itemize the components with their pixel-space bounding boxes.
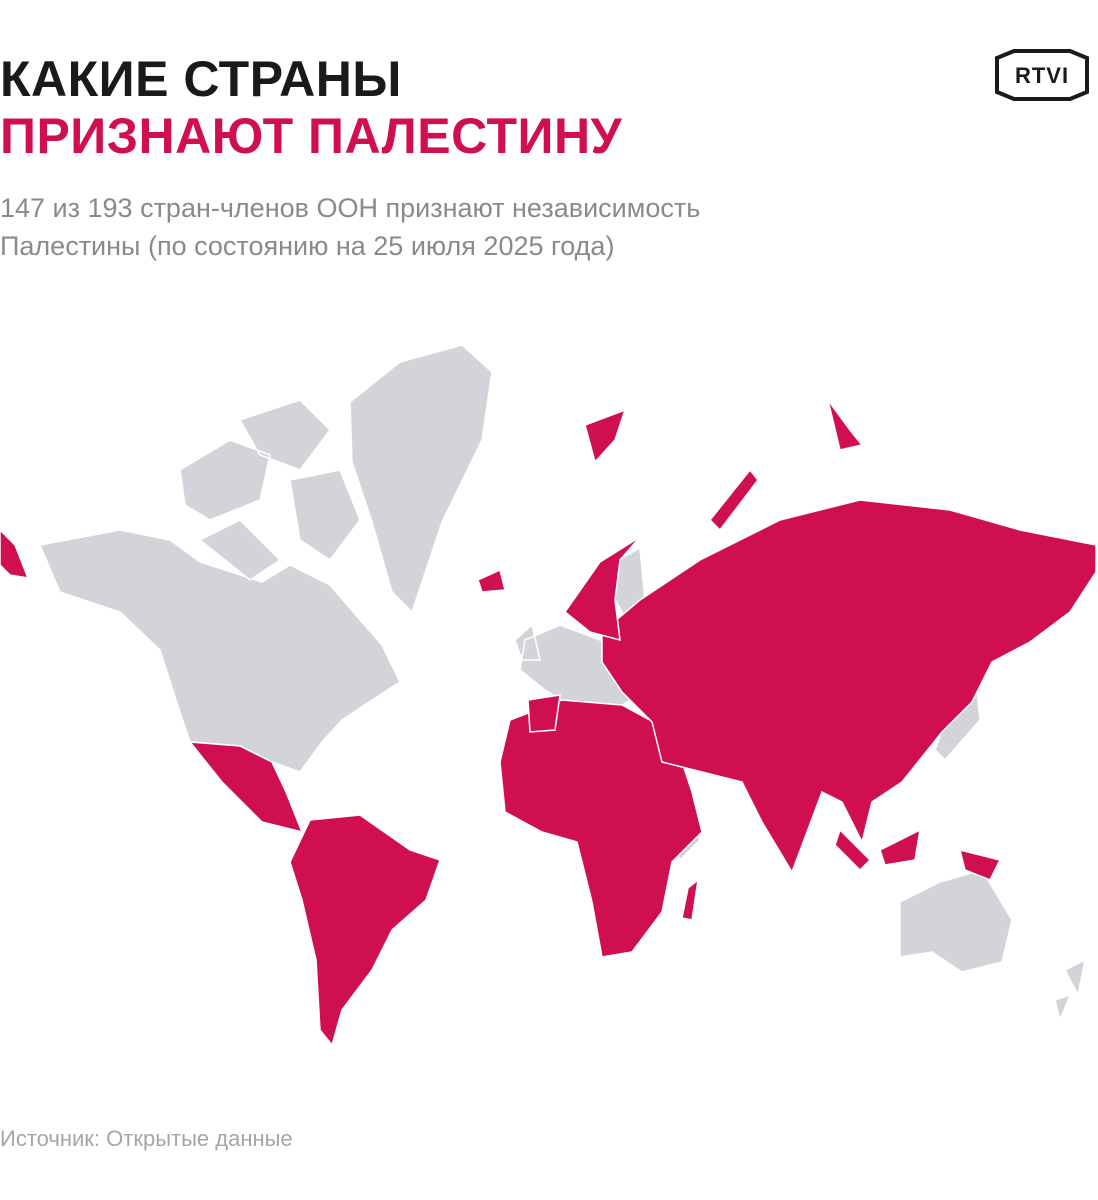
source-note: Источник: Открытые данные (0, 1126, 293, 1151)
africa (499, 699, 703, 958)
svalbard-novaya-zemlya (584, 399, 864, 532)
subtitle-line-1: 147 из 193 стран-членов ООН признают нез… (0, 193, 701, 223)
arctic-islands (179, 399, 361, 581)
north-america (38, 529, 401, 773)
subtitle-line-2: Палестины (по состоянию на 25 июля 2025 … (0, 231, 615, 261)
logo-frame (995, 49, 1089, 101)
logo: RTVI (994, 48, 1090, 102)
iceland (477, 568, 506, 593)
world-map (0, 344, 1097, 1047)
eurasia (601, 499, 1097, 874)
title-line-2: ПРИЗНАЮТ ПАЛЕСТИНУ (0, 108, 623, 164)
new-zealand (1054, 958, 1087, 1023)
mexico-central-america (188, 741, 304, 834)
scandinavia (563, 536, 641, 642)
indonesia-png (834, 828, 1002, 881)
chukotka-edge (0, 528, 30, 579)
logo-text: RTVI (1014, 63, 1070, 88)
australia (899, 869, 1013, 973)
madagascar (681, 878, 700, 921)
title-line-1: КАКИЕ СТРАНЫ (0, 51, 402, 107)
iberia (527, 694, 561, 733)
greenland (349, 344, 493, 614)
south-america (289, 814, 441, 1047)
